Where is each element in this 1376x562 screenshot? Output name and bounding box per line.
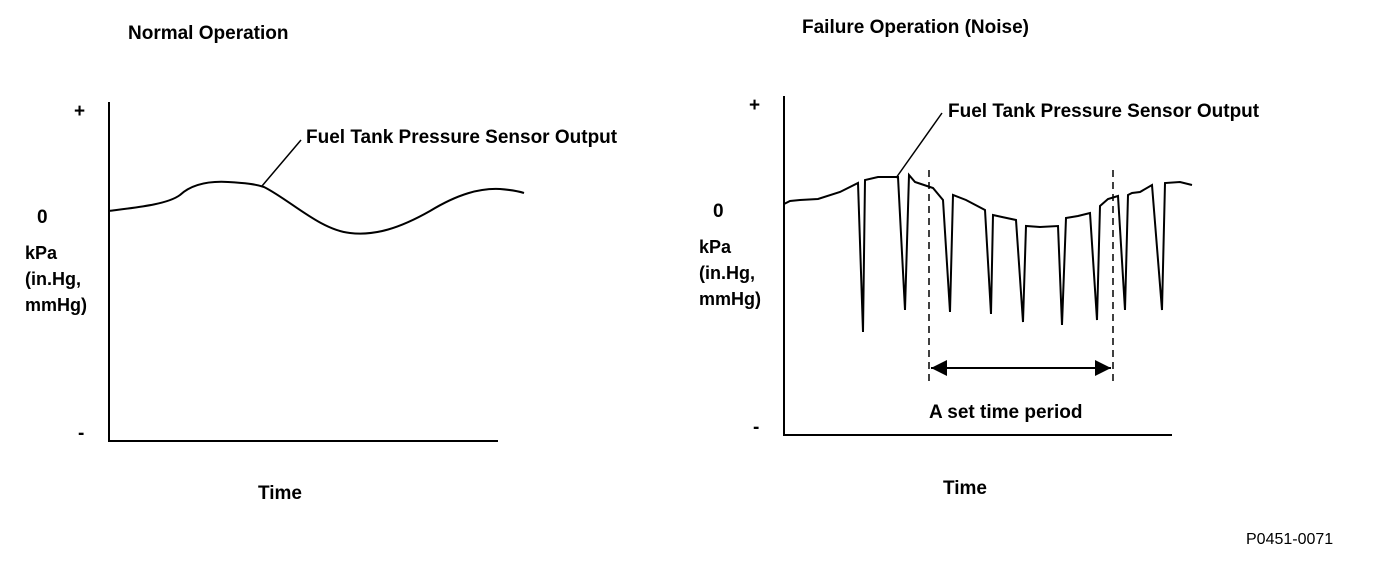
left-y-minus-label: - [78,423,85,444]
left-callout-leader [261,139,302,187]
left-sensor-output-callout: Fuel Tank Pressure Sensor Output [306,127,618,148]
left-y-zero-label: 0 [37,207,48,228]
right-sensor-output-noisy-curve [783,172,1193,333]
right-callout-leader [895,112,943,179]
figure-id: P0451-0071 [1246,531,1334,548]
right-y-zero-label: 0 [713,201,724,222]
right-axes [783,96,1172,436]
right-sensor-output-callout: Fuel Tank Pressure Sensor Output [948,101,1260,122]
left-sensor-output-curve [108,180,525,235]
left-axes [108,102,498,442]
left-y-unit-label: kPa (in.Hg, mmHg) [25,243,87,315]
right-y-minus-label: - [753,417,760,438]
left-x-axis-label: Time [258,483,303,504]
right-y-unit-label: kPa (in.Hg, mmHg) [699,237,761,309]
right-y-plus-label: + [749,95,761,116]
normal-operation-title: Normal Operation [128,23,289,44]
set-time-period-label: A set time period [929,402,1083,423]
right-x-axis-label: Time [943,478,988,499]
left-y-plus-label: + [74,101,86,122]
failure-operation-title: Failure Operation (Noise) [802,17,1029,38]
